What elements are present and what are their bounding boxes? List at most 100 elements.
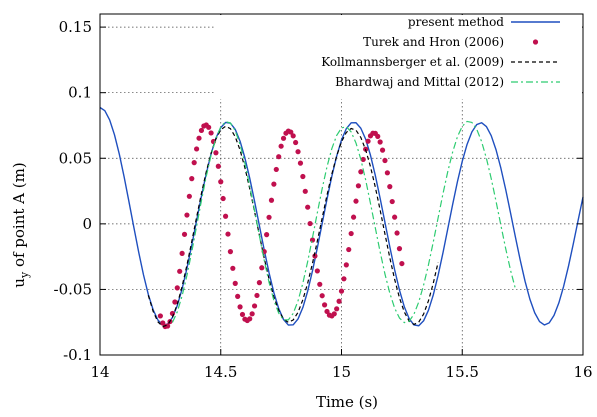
series-point <box>338 288 345 294</box>
series-point <box>297 160 304 166</box>
series-point <box>237 304 243 310</box>
series-line <box>171 120 516 324</box>
series-point <box>314 268 320 274</box>
series-point <box>222 213 229 219</box>
series-point <box>384 170 390 176</box>
series-point <box>206 124 212 130</box>
series-point <box>225 231 231 237</box>
y-axis-title-subscript: y <box>18 271 31 279</box>
y-tick-label: 0.05 <box>59 149 92 167</box>
series-point <box>239 311 246 318</box>
series-point <box>346 246 352 253</box>
legend-label: present method <box>408 15 504 29</box>
series-point <box>280 135 287 141</box>
legend-marker <box>532 39 539 45</box>
y-tick-label: 0.1 <box>68 84 92 102</box>
series-point <box>394 230 400 236</box>
series-point <box>266 214 272 220</box>
series-point <box>276 154 282 160</box>
series-point <box>358 169 364 175</box>
series-point <box>379 147 386 153</box>
y-tick-label: -0.05 <box>54 280 92 298</box>
x-tick-label: 16 <box>573 363 592 381</box>
series-point <box>186 193 192 199</box>
series-point <box>249 311 255 317</box>
series-point <box>387 184 393 190</box>
series-point <box>172 299 178 305</box>
series-point <box>377 139 383 145</box>
series-point <box>350 214 357 220</box>
series-point <box>331 311 337 317</box>
series-point <box>198 127 205 134</box>
series-point <box>399 260 405 267</box>
legend-label: Turek and Hron (2006) <box>363 35 504 49</box>
y-axis-title-rest: of point A (m) <box>10 162 28 272</box>
series-point <box>157 313 163 319</box>
series-point <box>305 204 311 210</box>
x-axis-title: Time (s) <box>316 393 378 411</box>
series-point <box>309 237 316 243</box>
legend-label: Kollmannsberger et al. (2009) <box>321 55 504 69</box>
series-point <box>165 323 171 329</box>
series-point <box>264 232 270 238</box>
series-point <box>317 281 323 287</box>
series-point <box>194 146 200 152</box>
x-tick-label: 15 <box>332 363 351 381</box>
legend-label: Bhardwaj and Mittal (2012) <box>335 75 504 89</box>
series-point <box>218 179 224 185</box>
series-point <box>278 143 284 149</box>
y-tick-label: 0.15 <box>59 18 92 36</box>
series-point <box>220 195 226 202</box>
series-point <box>355 183 362 189</box>
series-point <box>273 166 279 173</box>
series-point <box>213 150 219 156</box>
series-point <box>360 156 366 163</box>
series-point <box>321 302 328 308</box>
series-point <box>295 149 301 155</box>
series-point <box>256 280 262 286</box>
ticks-layer: 14 14.5 15 15.5 16 -0.1 -0.05 0 0.05 0.1 0.15 <box>54 14 593 381</box>
series-line <box>147 125 439 328</box>
series-point <box>179 250 185 256</box>
series-point <box>191 160 197 166</box>
series-point <box>227 249 234 255</box>
series-point <box>302 188 308 194</box>
y-tick-label: 0 <box>82 215 92 233</box>
series-point <box>230 265 236 271</box>
series-point <box>254 292 260 299</box>
series-point <box>307 220 313 227</box>
series-point <box>177 268 183 274</box>
series-point <box>184 212 190 218</box>
series-point <box>392 214 398 220</box>
legend-background <box>216 15 582 99</box>
series-point <box>208 130 214 136</box>
x-tick-label: 14.5 <box>204 363 237 381</box>
series-point <box>271 181 277 187</box>
series-point <box>247 316 253 322</box>
x-tick-label: 15.5 <box>446 363 479 381</box>
series-point <box>365 138 371 144</box>
series-point <box>334 306 340 312</box>
series-point <box>324 308 330 315</box>
series-point <box>268 197 275 203</box>
series-point <box>259 265 265 271</box>
series-point <box>341 276 347 282</box>
legend: present method Turek and Hron (2006) Kollm… <box>216 15 582 99</box>
series-point <box>375 133 381 139</box>
series-point <box>169 310 176 317</box>
y-axis-title-main: u <box>10 278 28 288</box>
series-point <box>189 176 195 182</box>
y-axis-title: uy of point A (m) <box>10 162 31 287</box>
series-point <box>215 163 221 169</box>
series-point <box>300 173 306 180</box>
series-point <box>382 157 388 164</box>
series-point <box>181 231 188 237</box>
series-point <box>396 246 403 252</box>
series-point <box>353 198 359 204</box>
series-point <box>319 293 325 299</box>
x-tick-label: 14 <box>90 363 109 381</box>
series-point <box>235 293 241 299</box>
series-point <box>293 139 299 146</box>
series-layer <box>99 106 584 330</box>
